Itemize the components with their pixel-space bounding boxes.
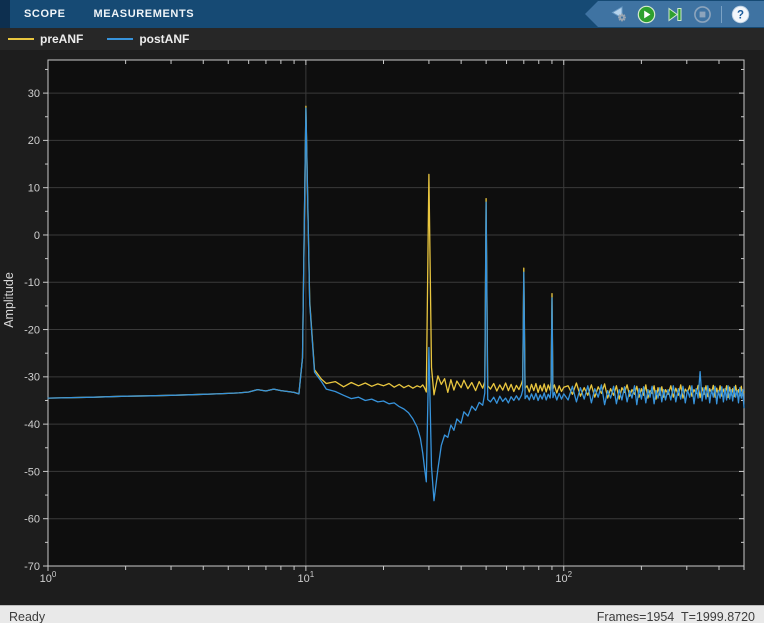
legend-item-postanf[interactable]: postANF <box>107 32 205 46</box>
preanf-swatch <box>8 37 34 41</box>
y-tick-label: -20 <box>24 324 40 336</box>
svg-text:?: ? <box>737 9 744 21</box>
stop-icon <box>694 5 711 23</box>
postanf-label: postANF <box>139 32 190 46</box>
y-tick-label: 30 <box>28 88 40 100</box>
pacing-options-button[interactable] <box>609 5 628 24</box>
plot-background <box>48 60 744 566</box>
y-tick-label: 0 <box>34 230 40 242</box>
legend-bar: preANF postANF <box>0 28 764 50</box>
y-tick-label: -60 <box>24 514 40 526</box>
preanf-label: preANF <box>40 32 84 46</box>
run-icon <box>637 5 656 23</box>
toolbar-separator <box>721 5 722 23</box>
scope-plot[interactable]: Amplitude 3020100-10-20-30-40-50-60-7010… <box>0 50 764 600</box>
tab-bar: SCOPE MEASUREMENTS <box>0 0 764 28</box>
y-tick-label: -10 <box>24 277 40 289</box>
x-tick-label: 101 <box>298 570 315 585</box>
step-forward-icon <box>668 7 682 21</box>
x-tick-label: 102 <box>555 570 572 585</box>
help-icon: ? <box>731 5 750 23</box>
window-corner-block <box>0 0 10 28</box>
legend-item-preanf[interactable]: preANF <box>8 32 99 46</box>
x-tick-label: 100 <box>40 570 57 585</box>
postanf-swatch <box>107 37 134 41</box>
step-forward-button[interactable] <box>665 5 684 24</box>
pacing-icon <box>611 5 626 21</box>
status-bar: Ready Frames=1954 T=1999.8720 <box>0 605 764 623</box>
axes-box <box>47 59 745 567</box>
y-tick-label: -30 <box>24 372 40 384</box>
tab-scope[interactable]: SCOPE <box>24 8 66 20</box>
y-tick-label: -70 <box>24 561 40 573</box>
y-tick-label: 10 <box>28 183 40 195</box>
y-tick-label: -40 <box>24 419 40 431</box>
postanf-line <box>47 107 745 502</box>
tab-measurements[interactable]: MEASUREMENTS <box>93 8 195 20</box>
help-button[interactable]: ? <box>731 5 750 24</box>
y-tick-label: -50 <box>24 466 40 478</box>
playback-toolbar: ? <box>585 1 764 27</box>
run-button[interactable] <box>637 5 656 24</box>
frames-time-readout: Frames=1954 T=1999.8720 <box>596 610 755 623</box>
status-text: Ready <box>9 610 46 623</box>
y-tick-label: 20 <box>28 135 40 147</box>
figure-area: Amplitude 30 20 10 0 -10 -20 -30 -40 -50 -60 -70 10… <box>0 50 764 605</box>
stop-button <box>693 5 712 24</box>
y-axis-label: Amplitude <box>2 272 16 328</box>
